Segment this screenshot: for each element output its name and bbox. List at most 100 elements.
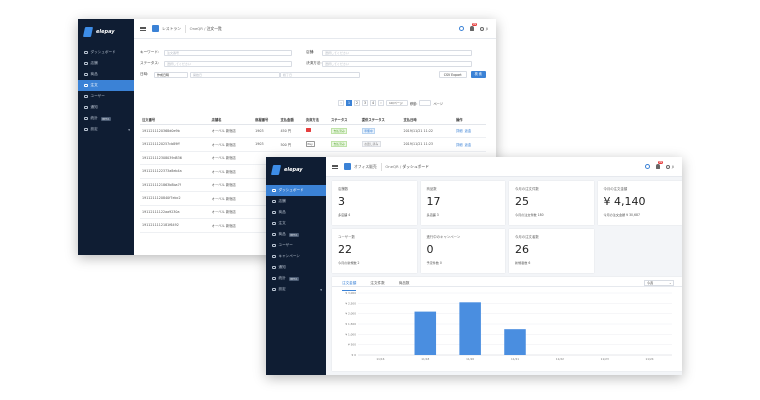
- nav-icon: [272, 276, 276, 281]
- page-button[interactable]: 3: [362, 100, 368, 106]
- table-row[interactable]: 1911211120368d0e9b オーベル 新宿店 1903 450 円 支払済み 準…: [140, 124, 486, 138]
- date-to-input[interactable]: 終了日: [280, 71, 360, 78]
- bar[interactable]: [414, 311, 437, 355]
- refund-link[interactable]: 返金: [464, 129, 472, 134]
- sidebar-item[interactable]: ユーザー: [266, 240, 326, 251]
- column-header[interactable]: 注文番号: [140, 115, 210, 125]
- order-id[interactable]: 1911211120368d0e9b: [140, 124, 210, 138]
- store-name: オーベル 新宿店: [209, 124, 254, 138]
- column-header[interactable]: ステータス: [328, 115, 360, 125]
- sidebar-item[interactable]: ダッシュボード: [266, 185, 326, 196]
- user-menu[interactable]: Ji: [480, 26, 488, 31]
- nav-icon: [84, 116, 88, 121]
- shop-name[interactable]: レストラン: [162, 25, 181, 31]
- refund-link[interactable]: 返金: [464, 142, 472, 147]
- date-label: 日時:: [140, 72, 149, 76]
- sidebar-item[interactable]: 通知: [78, 102, 134, 113]
- y-tick-label: ¥ 2,000: [345, 312, 356, 316]
- menu-toggle-icon[interactable]: [140, 26, 146, 31]
- sidebar-item[interactable]: ダッシュボード: [78, 47, 134, 58]
- menu-toggle-icon[interactable]: [332, 164, 338, 169]
- page-button[interactable]: 2: [354, 100, 360, 106]
- csv-export-button[interactable]: CSV Export: [438, 71, 467, 78]
- sidebar-item[interactable]: 商品: [78, 69, 134, 80]
- chart-tab[interactable]: 注文件数: [370, 281, 385, 285]
- shop-name[interactable]: オフィス販売: [354, 163, 377, 169]
- sidebar-item[interactable]: 設定 ▾: [266, 284, 326, 295]
- sidebar-item[interactable]: 統計 BETA: [78, 113, 134, 124]
- sidebar-item[interactable]: 統計 BETA: [266, 273, 326, 284]
- page-button[interactable]: 4: [370, 100, 376, 106]
- column-header[interactable]: 店舗名: [209, 115, 254, 125]
- search-button[interactable]: 検 索: [470, 71, 486, 78]
- page-button[interactable]: 1: [346, 100, 352, 106]
- detail-link[interactable]: 詳細: [456, 142, 463, 147]
- column-header[interactable]: 支払金額: [278, 115, 304, 125]
- shop-icon: [152, 25, 159, 32]
- order-id[interactable]: 1911211120840f7ebc2: [140, 191, 210, 206]
- stat-card-subtext: 今月の新規数 2: [338, 261, 360, 265]
- page-size-select[interactable]: 10/ページ: [386, 100, 408, 106]
- column-header[interactable]: 支払日時: [401, 115, 454, 125]
- sidebar-item-label: 店舗: [278, 199, 286, 203]
- stat-card-label: 今月の注文件数: [515, 187, 539, 191]
- table-row[interactable]: 1911211120257cb89ff オーベル 新宿店 1903 500 円 Pay 支…: [140, 137, 486, 152]
- sidebar-item[interactable]: 注文: [78, 80, 134, 91]
- breadcrumb-root[interactable]: OneQR: [189, 25, 203, 31]
- sidebar-item[interactable]: 店舗: [266, 196, 326, 207]
- nav-icon: [272, 221, 276, 226]
- order-id[interactable]: 191121112308039d836: [140, 151, 210, 165]
- page-jump-input[interactable]: [419, 100, 432, 106]
- keyword-input[interactable]: 注文番号: [164, 49, 292, 56]
- brand[interactable]: elepay: [266, 157, 326, 181]
- y-tick-label: ¥ 500: [348, 343, 356, 347]
- order-id[interactable]: 1911211112181f6492: [140, 218, 210, 233]
- detail-link[interactable]: 詳細: [456, 129, 463, 134]
- breadcrumb-root[interactable]: OneQR: [385, 163, 399, 169]
- elepay-logo-icon: [270, 165, 282, 175]
- status-select[interactable]: 選択してください: [164, 60, 292, 67]
- sidebar-item-label: 商品: [278, 210, 286, 214]
- brand-name: elepay: [284, 167, 303, 173]
- stat-card: 今月の注文者数 26 新規者数 6: [509, 229, 594, 273]
- chart-tab[interactable]: 注文金額: [342, 281, 357, 291]
- sidebar-item[interactable]: 注文: [266, 218, 326, 229]
- column-header[interactable]: 操作: [454, 115, 486, 125]
- sidebar-item[interactable]: 通知: [266, 262, 326, 273]
- stat-card: 今月の注文件数 25 今月の注文件数 180: [509, 181, 594, 225]
- help-icon[interactable]: [644, 164, 650, 169]
- period-select[interactable]: 今週 ⌄: [644, 280, 674, 286]
- sidebar-item[interactable]: 店舗: [78, 58, 134, 69]
- date-type-select[interactable]: 作成日時: [154, 71, 188, 78]
- bell-icon[interactable]: 99: [469, 22, 478, 31]
- store-select[interactable]: 選択してください: [322, 49, 472, 56]
- sidebar-item[interactable]: ユーザー: [78, 91, 134, 102]
- bell-icon[interactable]: 99: [655, 160, 664, 169]
- sidebar-item[interactable]: 商品 BETA: [266, 229, 326, 240]
- bar[interactable]: [459, 302, 481, 355]
- order-id[interactable]: 19112111122aa9230a: [140, 205, 210, 219]
- brand[interactable]: elepay: [78, 19, 134, 43]
- date-from-input[interactable]: 開始日: [190, 71, 280, 78]
- sidebar-item[interactable]: 商品: [266, 207, 326, 218]
- prev-page-button[interactable]: ‹: [338, 100, 344, 106]
- period-value: 今週: [647, 281, 654, 285]
- column-header[interactable]: 部屋番号: [253, 115, 279, 125]
- nav-icon: [272, 243, 276, 248]
- stat-card: 進行中のキャンペーン 0 予定件数 0: [420, 229, 505, 273]
- column-header[interactable]: 提供ステータス: [359, 115, 402, 125]
- divider: [380, 162, 382, 171]
- sidebar-item[interactable]: 設定 ▾: [78, 124, 134, 135]
- column-header[interactable]: 決済方法: [303, 115, 329, 125]
- help-icon[interactable]: [458, 26, 464, 31]
- user-menu[interactable]: Ji: [666, 164, 674, 169]
- sidebar-item[interactable]: キャンペーン: [266, 251, 326, 262]
- bar[interactable]: [504, 329, 526, 355]
- paymethod-select[interactable]: 選択してください: [322, 60, 472, 67]
- order-id[interactable]: 1911211122373a8eb4a: [140, 164, 210, 179]
- chevron-down-icon: ⌄: [668, 281, 672, 285]
- order-id[interactable]: 1911211121863b8ba7f: [140, 178, 210, 192]
- chart-tab[interactable]: 商品数: [398, 281, 410, 285]
- next-page-button[interactable]: ›: [378, 100, 384, 106]
- order-id[interactable]: 1911211120257cb89ff: [140, 137, 210, 152]
